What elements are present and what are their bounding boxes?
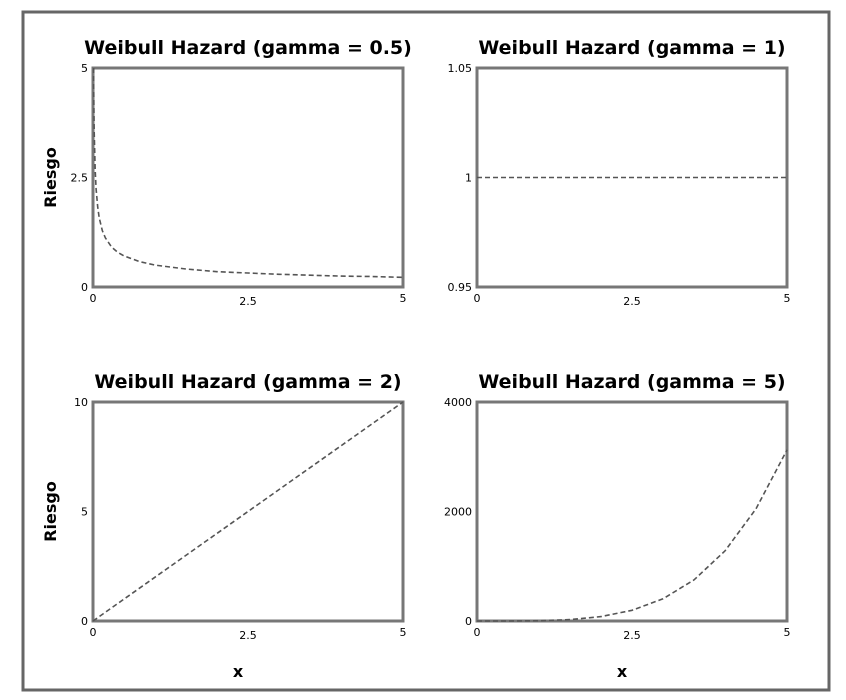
y-tick-label: 2.5 xyxy=(71,172,89,185)
chart-title: Weibull Hazard (gamma = 1) xyxy=(478,37,785,59)
y-tick-label: 0.95 xyxy=(448,281,473,294)
y-tick-label: 1 xyxy=(465,172,472,185)
y-axis-label: Riesgo xyxy=(41,481,60,542)
x-axis-label: x xyxy=(233,662,244,681)
x-tick-label: 5 xyxy=(400,626,407,639)
figure-frame xyxy=(21,10,831,692)
y-tick-label: 4000 xyxy=(444,396,472,409)
y-tick-label: 5 xyxy=(81,62,88,75)
x-tick-label: 5 xyxy=(784,626,791,639)
x-tick-label: 5 xyxy=(400,292,407,305)
x-tick-label: 0 xyxy=(474,626,481,639)
x-tick-label: 0 xyxy=(90,626,97,639)
y-tick-label: 0 xyxy=(465,615,472,628)
chart-title: Weibull Hazard (gamma = 5) xyxy=(478,371,785,393)
x-tick-label: 2.5 xyxy=(623,295,641,308)
x-axis-label: x xyxy=(617,662,628,681)
plot-frame xyxy=(91,400,405,623)
x-tick-label: 2.5 xyxy=(623,629,641,642)
chart-panel-1: Weibull Hazard (gamma = 0.5) 0 2.5 5 0 2.5 5 Ri… xyxy=(41,37,412,308)
y-tick-label: 1.05 xyxy=(448,62,473,75)
y-tick-label: 2000 xyxy=(444,506,472,519)
y-tick-label: 0 xyxy=(81,281,88,294)
y-tick-label: 0 xyxy=(81,615,88,628)
plot-frame xyxy=(475,400,789,623)
chart-panel-2: Weibull Hazard (gamma = 1) 0.95 1 1.05 0 2.5 5 xyxy=(448,37,791,308)
x-tick-label: 2.5 xyxy=(239,629,257,642)
x-tick-label: 0 xyxy=(474,292,481,305)
chart-title: Weibull Hazard (gamma = 0.5) xyxy=(84,37,412,59)
plot-frame xyxy=(91,66,405,289)
hazard-curve xyxy=(477,449,788,622)
y-axis-label: Riesgo xyxy=(41,147,60,208)
chart-title: Weibull Hazard (gamma = 2) xyxy=(94,371,401,393)
x-tick-label: 0 xyxy=(90,292,97,305)
hazard-curve xyxy=(92,68,404,279)
hazard-curve xyxy=(92,401,404,622)
chart-panel-3: Weibull Hazard (gamma = 2) 0 5 10 0 2.5 5 Riesg… xyxy=(41,371,407,681)
y-tick-label: 5 xyxy=(81,506,88,519)
x-tick-label: 5 xyxy=(784,292,791,305)
y-tick-label: 10 xyxy=(74,396,88,409)
x-tick-label: 2.5 xyxy=(239,295,257,308)
chart-panel-4: Weibull Hazard (gamma = 5) 0 2000 4000 0 2.5 5… xyxy=(444,371,791,681)
